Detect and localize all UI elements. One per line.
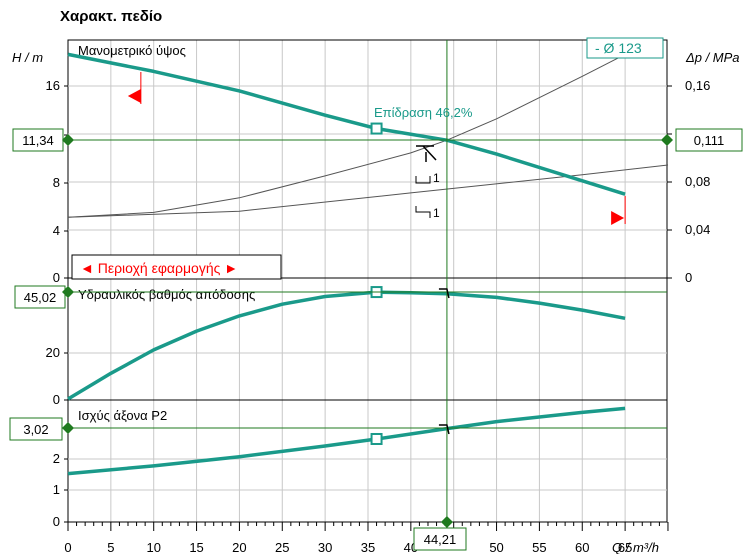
operating-flow-value-box [413, 527, 467, 551]
panel-title-efficiency: Υδραυλικός βαθμός απόδοσης [78, 287, 255, 302]
x-axis-label: Q / m³/h [612, 540, 659, 554]
y2-tick-label: 0 [685, 270, 692, 285]
x-tick-label: 25 [275, 540, 289, 554]
x-tick-label: 10 [146, 540, 160, 554]
x-tick-label: 20 [232, 540, 246, 554]
impeller-label: - Ø 123 [595, 40, 642, 56]
operating-efficiency-value: 45,02 [24, 290, 57, 305]
x-tick-label: 35 [361, 540, 375, 554]
x-tick-label: 65 [618, 540, 632, 554]
x-tick-label: 0 [64, 540, 71, 554]
head-curve [67, 52, 626, 196]
x-tick-label: 30 [318, 540, 332, 554]
application-range-label: ◄ Περιοχή εφαρμογής ► [80, 260, 238, 276]
operating-power-value-box [9, 417, 63, 441]
operating-diamond [661, 134, 673, 146]
system-curve-label: 1 [433, 171, 440, 185]
y-tick-label: 1 [53, 482, 60, 497]
operating-tick [438, 424, 450, 435]
y-tick-label: 16 [46, 78, 60, 93]
operating-diamond [62, 134, 74, 146]
operating-diamond [62, 422, 74, 434]
y-tick-label: 8 [53, 175, 60, 190]
system-bracket-1 [415, 176, 431, 184]
range-limit-left-flag [127, 89, 141, 103]
operating-efficiency-value-box [14, 285, 66, 309]
operating-dp-value: 0,111 [694, 133, 725, 148]
x-tick-label: 5 [107, 540, 114, 554]
y2-tick-label: 0,08 [685, 174, 710, 189]
tolerance-mark [416, 145, 437, 162]
y-tick-label: 0 [53, 392, 60, 407]
operating-head-value: 11,34 [22, 133, 54, 148]
y-tick-label: 0 [53, 514, 60, 529]
range-limit-right-flag [611, 211, 625, 225]
operating-flow-value: 44,21 [424, 532, 457, 547]
efficiency-curve [67, 290, 626, 401]
y-tick-label: 20 [46, 345, 60, 360]
bep-marker [370, 432, 383, 445]
panel-title-head: Μανομετρικό ύψος [78, 43, 186, 58]
x-tick-label: 50 [489, 540, 503, 554]
system-curve-steep [67, 53, 626, 218]
operating-diamond [62, 286, 74, 298]
x-tick-label: 15 [189, 540, 203, 554]
operating-dp-value-box [675, 128, 743, 152]
system-bracket-2 [415, 206, 431, 218]
y2-tick-label: 0,04 [685, 222, 710, 237]
y-tick-label: 0 [53, 270, 60, 285]
panel-title-power: Ισχύς άξονα P2 [78, 408, 167, 423]
system-curve-flat [67, 164, 669, 218]
effect-label: Επίδραση 46,2% [374, 105, 473, 120]
operating-power-value: 3,02 [23, 422, 48, 437]
system-curve-label: 1 [433, 206, 440, 220]
operating-diamond [440, 516, 453, 528]
bep-marker [370, 122, 383, 135]
y-axis-label-left: H / m [12, 50, 43, 65]
application-range-box [71, 254, 282, 280]
impeller-label-box [586, 37, 664, 59]
x-tick-label: 60 [575, 540, 589, 554]
operating-tick [438, 288, 450, 299]
y-tick-label: 2 [53, 451, 60, 466]
y2-tick-label: 0,16 [685, 78, 710, 93]
y-axis-label-right: Δp / MPa [685, 50, 740, 65]
chart-title: Χαρακτ. πεδίο [60, 8, 163, 25]
y-tick-label: 4 [53, 223, 60, 238]
x-tick-label: 55 [532, 540, 546, 554]
